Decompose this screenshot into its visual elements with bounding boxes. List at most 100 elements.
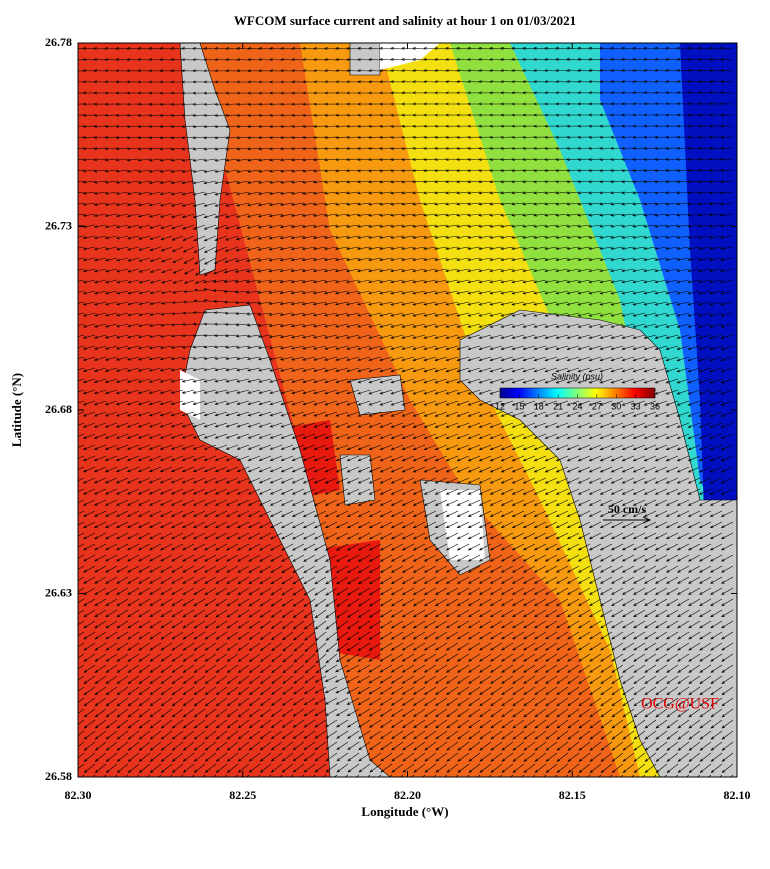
current-arrow bbox=[489, 466, 503, 473]
current-arrow bbox=[215, 719, 228, 729]
current-arrow bbox=[116, 653, 129, 662]
current-arrow bbox=[599, 224, 613, 228]
current-arrow bbox=[412, 69, 426, 73]
current-arrow bbox=[501, 686, 514, 696]
current-arrow bbox=[323, 279, 338, 284]
current-arrow bbox=[632, 268, 646, 273]
current-arrow bbox=[257, 202, 272, 207]
current-arrow bbox=[137, 136, 151, 140]
current-arrow bbox=[357, 301, 371, 306]
current-arrow bbox=[82, 367, 96, 373]
current-arrow bbox=[710, 675, 723, 684]
current-arrow bbox=[632, 554, 646, 562]
current-arrow bbox=[181, 400, 195, 405]
current-arrow bbox=[512, 741, 525, 751]
current-arrow bbox=[511, 576, 525, 584]
current-arrow bbox=[82, 136, 96, 139]
current-arrow bbox=[555, 290, 569, 295]
current-arrow bbox=[248, 543, 261, 551]
current-arrow bbox=[621, 411, 635, 417]
current-arrow bbox=[104, 169, 118, 173]
current-arrow bbox=[533, 422, 547, 428]
current-arrow bbox=[170, 444, 184, 450]
current-arrow bbox=[489, 488, 503, 495]
current-arrow bbox=[611, 587, 624, 595]
current-arrow bbox=[280, 389, 294, 395]
current-arrow bbox=[489, 543, 503, 551]
current-arrow bbox=[126, 477, 140, 484]
current-arrow bbox=[127, 664, 140, 673]
current-arrow bbox=[324, 521, 338, 529]
current-arrow bbox=[588, 521, 602, 529]
current-arrow bbox=[379, 455, 393, 462]
current-arrow bbox=[160, 565, 173, 573]
current-arrow bbox=[104, 125, 118, 128]
current-arrow bbox=[93, 411, 107, 417]
current-arrow bbox=[181, 334, 195, 338]
current-arrow bbox=[116, 642, 129, 651]
current-arrow bbox=[268, 279, 283, 284]
current-arrow bbox=[401, 69, 415, 73]
current-arrow bbox=[434, 224, 448, 228]
current-arrow bbox=[589, 697, 602, 707]
current-arrow bbox=[578, 752, 591, 762]
current-arrow bbox=[280, 477, 294, 484]
current-arrow bbox=[225, 58, 239, 62]
current-arrow bbox=[301, 213, 316, 217]
current-arrow bbox=[654, 521, 668, 529]
current-arrow bbox=[610, 268, 624, 273]
current-arrow bbox=[138, 763, 151, 773]
current-arrow bbox=[599, 135, 613, 139]
current-arrow bbox=[182, 631, 195, 640]
current-arrow bbox=[149, 543, 162, 551]
current-arrow bbox=[445, 246, 459, 250]
current-arrow bbox=[599, 202, 613, 206]
current-arrow bbox=[94, 554, 107, 562]
current-arrow bbox=[148, 444, 162, 450]
current-arrow bbox=[148, 69, 162, 73]
current-arrow bbox=[621, 246, 635, 250]
current-arrow bbox=[401, 213, 415, 217]
current-arrow bbox=[368, 543, 382, 551]
current-arrow bbox=[533, 565, 547, 573]
current-arrow bbox=[390, 378, 404, 384]
current-arrow bbox=[390, 135, 404, 139]
current-arrow bbox=[599, 80, 613, 84]
current-arrow bbox=[511, 323, 525, 328]
current-arrow bbox=[434, 91, 448, 95]
current-arrow bbox=[368, 565, 382, 573]
current-arrow bbox=[676, 323, 690, 328]
current-arrow bbox=[268, 235, 283, 240]
current-arrow bbox=[412, 642, 426, 651]
current-arrow bbox=[413, 741, 426, 751]
current-arrow bbox=[116, 279, 129, 284]
current-arrow bbox=[94, 763, 107, 773]
current-arrow bbox=[127, 653, 140, 662]
current-arrow bbox=[116, 576, 129, 584]
current-arrow bbox=[698, 91, 712, 95]
current-arrow bbox=[148, 169, 162, 173]
current-arrow bbox=[644, 587, 657, 595]
current-arrow bbox=[116, 708, 129, 718]
current-arrow bbox=[643, 543, 657, 551]
current-arrow bbox=[566, 180, 580, 184]
current-arrow bbox=[193, 235, 206, 242]
current-arrow bbox=[291, 455, 305, 461]
current-arrow bbox=[149, 763, 162, 773]
current-arrow bbox=[93, 113, 107, 117]
current-arrow bbox=[423, 268, 437, 273]
current-arrow bbox=[247, 400, 261, 406]
current-arrow bbox=[710, 752, 723, 762]
current-arrow bbox=[456, 598, 470, 607]
current-arrow bbox=[105, 719, 118, 729]
current-arrow bbox=[555, 400, 569, 406]
current-arrow bbox=[522, 80, 536, 84]
current-arrow bbox=[445, 488, 459, 495]
current-arrow bbox=[610, 69, 624, 72]
current-arrow bbox=[721, 686, 734, 696]
current-arrow bbox=[710, 620, 723, 629]
current-arrow bbox=[236, 356, 250, 361]
current-arrow bbox=[544, 202, 558, 206]
current-arrow bbox=[545, 708, 558, 718]
current-arrow bbox=[104, 102, 118, 106]
